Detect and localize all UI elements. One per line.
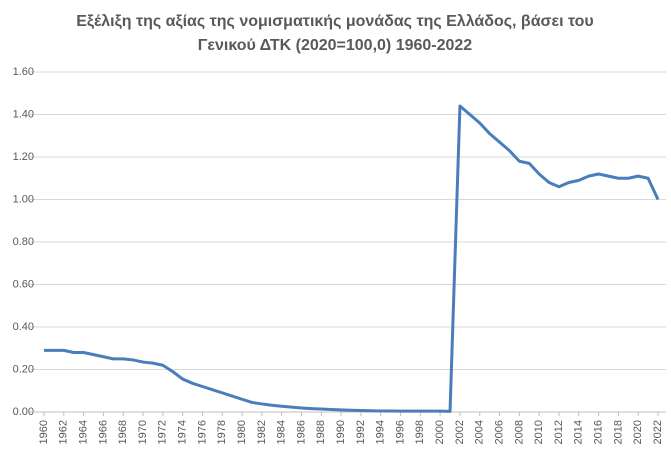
x-tick-label: 1970 xyxy=(137,420,149,444)
x-tick-label: 2006 xyxy=(493,420,505,444)
y-tick-label: 1.40 xyxy=(13,108,34,120)
x-tick-label: 2004 xyxy=(474,420,486,444)
x-tick-label: 1980 xyxy=(236,420,248,444)
x-tick-label: 2000 xyxy=(434,420,446,444)
y-tick-label: 0.40 xyxy=(13,321,34,333)
x-tick-label: 1992 xyxy=(355,420,367,444)
x-tick-label: 1968 xyxy=(117,420,129,444)
x-tick-label: 1994 xyxy=(375,420,387,444)
line-series xyxy=(44,104,660,413)
x-tick-label: 1988 xyxy=(315,420,327,444)
y-tick-label: 1.60 xyxy=(13,66,34,78)
x-tick-label: 2014 xyxy=(573,420,585,444)
y-tick-label: 0.60 xyxy=(13,278,34,290)
x-tick-label: 1990 xyxy=(335,420,347,444)
x-tick-label: 1960 xyxy=(38,420,50,444)
y-tick-label: 1.20 xyxy=(13,151,34,163)
x-tick-label: 2018 xyxy=(612,420,624,444)
chart-title: Γενικού ΔΤΚ (2020=100,0) 1960-2022 xyxy=(198,37,473,54)
chart-title: Εξέλιξη της αξίας της νομισματικής μονάδ… xyxy=(76,13,593,30)
y-tick-label: 1.00 xyxy=(13,193,34,205)
x-tick-label: 2016 xyxy=(592,420,604,444)
x-tick-label: 1984 xyxy=(276,420,288,444)
x-tick-label: 1998 xyxy=(414,420,426,444)
x-tick-label: 2002 xyxy=(454,420,466,444)
x-tick-label: 2008 xyxy=(513,420,525,444)
x-tick-label: 2020 xyxy=(632,420,644,444)
x-tick-label: 1976 xyxy=(196,420,208,444)
x-tick-label: 2010 xyxy=(533,420,545,444)
x-tick-label: 1964 xyxy=(78,420,90,444)
x-tick-label: 2022 xyxy=(652,420,664,444)
x-tick-label: 1978 xyxy=(216,420,228,444)
x-tick-label: 1962 xyxy=(58,420,70,444)
x-tick-label: 1996 xyxy=(394,420,406,444)
y-tick-label: 0.80 xyxy=(13,236,34,248)
x-tick-label: 1972 xyxy=(157,420,169,444)
x-tick-label: 1986 xyxy=(295,420,307,444)
x-tick-label: 2012 xyxy=(553,420,565,444)
y-tick-label: 0.20 xyxy=(13,363,34,375)
x-tick-label: 1982 xyxy=(256,420,268,444)
x-tick-label: 1974 xyxy=(177,420,189,444)
y-tick-label: 0.00 xyxy=(13,406,34,418)
x-tick-label: 1966 xyxy=(97,420,109,444)
